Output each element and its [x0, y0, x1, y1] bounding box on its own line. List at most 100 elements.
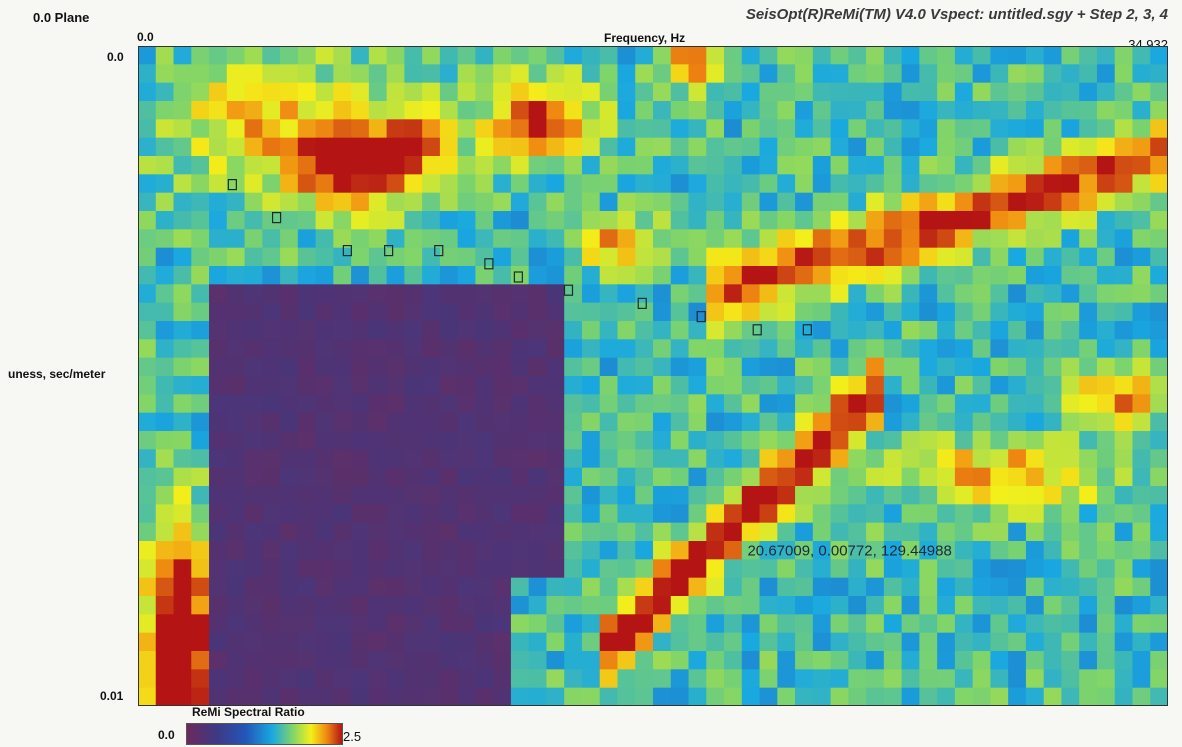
heatmap-cell — [759, 247, 778, 267]
heatmap-cell — [937, 247, 956, 267]
heatmap-cell — [741, 284, 761, 304]
heatmap-cell — [546, 376, 565, 395]
heatmap-cell — [901, 394, 920, 414]
heatmap-cell — [866, 247, 885, 267]
heatmap-cell — [1132, 119, 1151, 139]
heatmap-cell — [439, 82, 459, 102]
heatmap-cell — [688, 321, 707, 340]
heatmap-cell — [155, 339, 175, 359]
heatmap-cell — [883, 449, 903, 469]
heatmap-cell — [297, 137, 317, 157]
dispersion-pick-marker[interactable] — [637, 297, 647, 309]
heatmap-cell — [422, 211, 441, 230]
heatmap-cell — [581, 394, 601, 414]
heatmap-cell — [990, 247, 1009, 267]
heatmap-cell — [919, 64, 938, 84]
dispersion-pick-marker[interactable] — [563, 284, 574, 296]
heatmap-cell — [315, 302, 334, 322]
spectral-ratio-heatmap[interactable]: 20.67009, 0.00772, 129.44988 — [138, 46, 1168, 706]
heatmap-cell — [777, 504, 796, 524]
heatmap-cell — [812, 467, 832, 487]
heatmap-cell — [883, 559, 903, 579]
heatmap-cell — [830, 247, 849, 267]
heatmap-cell — [297, 192, 317, 212]
heatmap-cell — [226, 596, 246, 615]
heatmap-cell — [1079, 211, 1098, 230]
heatmap-cell — [670, 192, 690, 212]
heatmap-cell — [653, 541, 672, 560]
heatmap-cell — [706, 82, 725, 102]
dispersion-pick-marker[interactable] — [513, 271, 523, 283]
heatmap-cell — [883, 247, 903, 267]
heatmap-cell — [581, 64, 601, 84]
heatmap-cell — [848, 357, 867, 377]
heatmap-cell — [510, 687, 530, 706]
heatmap-cell — [1132, 632, 1151, 652]
heatmap-cell — [546, 266, 565, 285]
dispersion-pick-marker[interactable] — [342, 245, 352, 257]
dispersion-pick-marker[interactable] — [802, 324, 812, 336]
heatmap-cell — [581, 632, 601, 652]
heatmap-cell — [759, 229, 778, 249]
heatmap-cell — [937, 376, 956, 395]
dispersion-pick-marker[interactable] — [384, 245, 394, 257]
heatmap-cell — [297, 632, 317, 652]
dispersion-pick-marker[interactable] — [696, 311, 706, 323]
heatmap-cell — [990, 614, 1009, 634]
heatmap-cell — [1150, 412, 1168, 432]
dispersion-pick-marker[interactable] — [271, 212, 282, 224]
heatmap-cell — [1096, 669, 1116, 689]
heatmap-cell — [1114, 82, 1134, 102]
heatmap-cell — [439, 614, 459, 634]
heatmap-cell — [297, 339, 317, 359]
heatmap-cell — [1008, 651, 1027, 670]
heatmap-cell — [226, 449, 246, 469]
heatmap-cell — [866, 302, 885, 322]
heatmap-cell — [954, 412, 974, 432]
heatmap-cell — [422, 577, 441, 597]
heatmap-cell — [759, 486, 778, 505]
heatmap-cell — [546, 541, 565, 560]
heatmap-cell — [901, 247, 920, 267]
heatmap-cell — [635, 504, 654, 524]
heatmap-cell — [724, 577, 743, 597]
heatmap-cell — [191, 101, 210, 120]
heatmap-cell — [581, 82, 601, 102]
heatmap-cell — [866, 504, 885, 524]
heatmap-cell — [528, 46, 548, 65]
heatmap-cell — [315, 522, 334, 542]
heatmap-cell — [280, 559, 299, 579]
heatmap-cell — [1150, 651, 1168, 670]
heatmap-cell — [1114, 504, 1134, 524]
heatmap-cell — [244, 119, 263, 139]
heatmap-cell — [546, 394, 565, 414]
heatmap-cell — [937, 596, 956, 615]
dispersion-pick-marker[interactable] — [227, 179, 237, 191]
heatmap-cell — [546, 321, 565, 340]
heatmap-cell — [333, 687, 352, 706]
heatmap-cell — [262, 192, 281, 212]
heatmap-cell — [653, 614, 672, 634]
dispersion-pick-marker[interactable] — [434, 245, 444, 257]
heatmap-cell — [599, 339, 619, 359]
heatmap-cell — [635, 266, 654, 285]
heatmap-cell — [1079, 64, 1098, 84]
heatmap-cell — [315, 651, 334, 670]
heatmap-cell — [1114, 119, 1134, 139]
heatmap-cell — [954, 137, 974, 157]
heatmap-cell — [617, 522, 636, 542]
heatmap-cell — [191, 651, 210, 670]
heatmap-cell — [1132, 247, 1151, 267]
heatmap-cell — [315, 137, 334, 157]
heatmap-cell — [812, 46, 832, 65]
dispersion-pick-marker[interactable] — [752, 324, 762, 336]
heatmap-cell — [848, 632, 867, 652]
heatmap-cell — [990, 577, 1009, 597]
heatmap-cell — [528, 339, 548, 359]
heatmap-cell — [528, 211, 548, 230]
dispersion-pick-marker[interactable] — [484, 258, 494, 270]
heatmap-cell — [297, 156, 317, 175]
heatmap-cell — [280, 431, 299, 450]
heatmap-cell — [226, 64, 246, 84]
heatmap-cell — [901, 412, 920, 432]
